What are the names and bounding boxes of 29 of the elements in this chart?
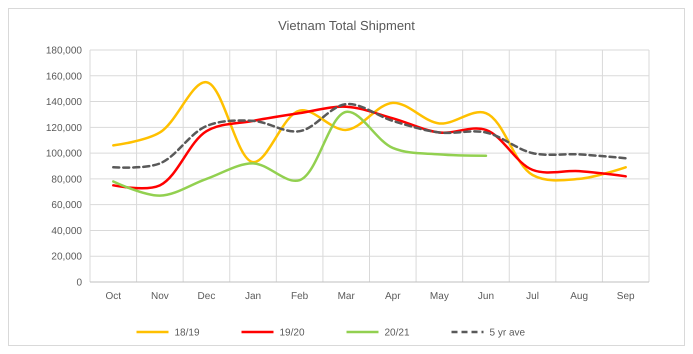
x-tick-label: Nov — [150, 291, 169, 302]
legend-label: 18/19 — [174, 328, 200, 338]
line-series — [112, 110, 488, 197]
x-tick-label: Aug — [570, 291, 588, 302]
x-tick-label: Jun — [478, 291, 494, 302]
y-tick-label: 60,000 — [51, 200, 82, 212]
x-tick-label: Dec — [198, 291, 216, 302]
y-tick-label: 40,000 — [51, 226, 82, 237]
legend-label: 20/21 — [384, 328, 410, 338]
y-tick-label: 0 — [76, 278, 82, 288]
x-tick-label: Sep — [616, 291, 636, 302]
y-tick-label: 180,000 — [46, 46, 82, 56]
x-tick-label: May — [430, 291, 449, 302]
legend-label: 19/20 — [280, 328, 305, 338]
legend-label: 5 yr ave — [490, 328, 526, 338]
y-tick-label: 160,000 — [46, 71, 82, 82]
y-tick-label: 100,000 — [46, 148, 82, 160]
y-tick-label: 80,000 — [51, 174, 82, 186]
line-series — [112, 102, 627, 169]
x-tick-label: Oct — [106, 291, 122, 302]
x-tick-label: Feb — [291, 291, 309, 302]
x-tick-label: Apr — [385, 291, 402, 302]
y-tick-label: 120,000 — [46, 122, 82, 134]
x-tick-label: Jan — [244, 291, 262, 302]
x-tick-label: Mar — [338, 291, 356, 302]
y-tick-label: 140,000 — [46, 97, 82, 108]
y-tick-label: 20,000 — [51, 252, 82, 263]
chart-title: Vietnam Total Shipment — [278, 18, 416, 33]
x-tick-label: Jul — [526, 291, 539, 302]
